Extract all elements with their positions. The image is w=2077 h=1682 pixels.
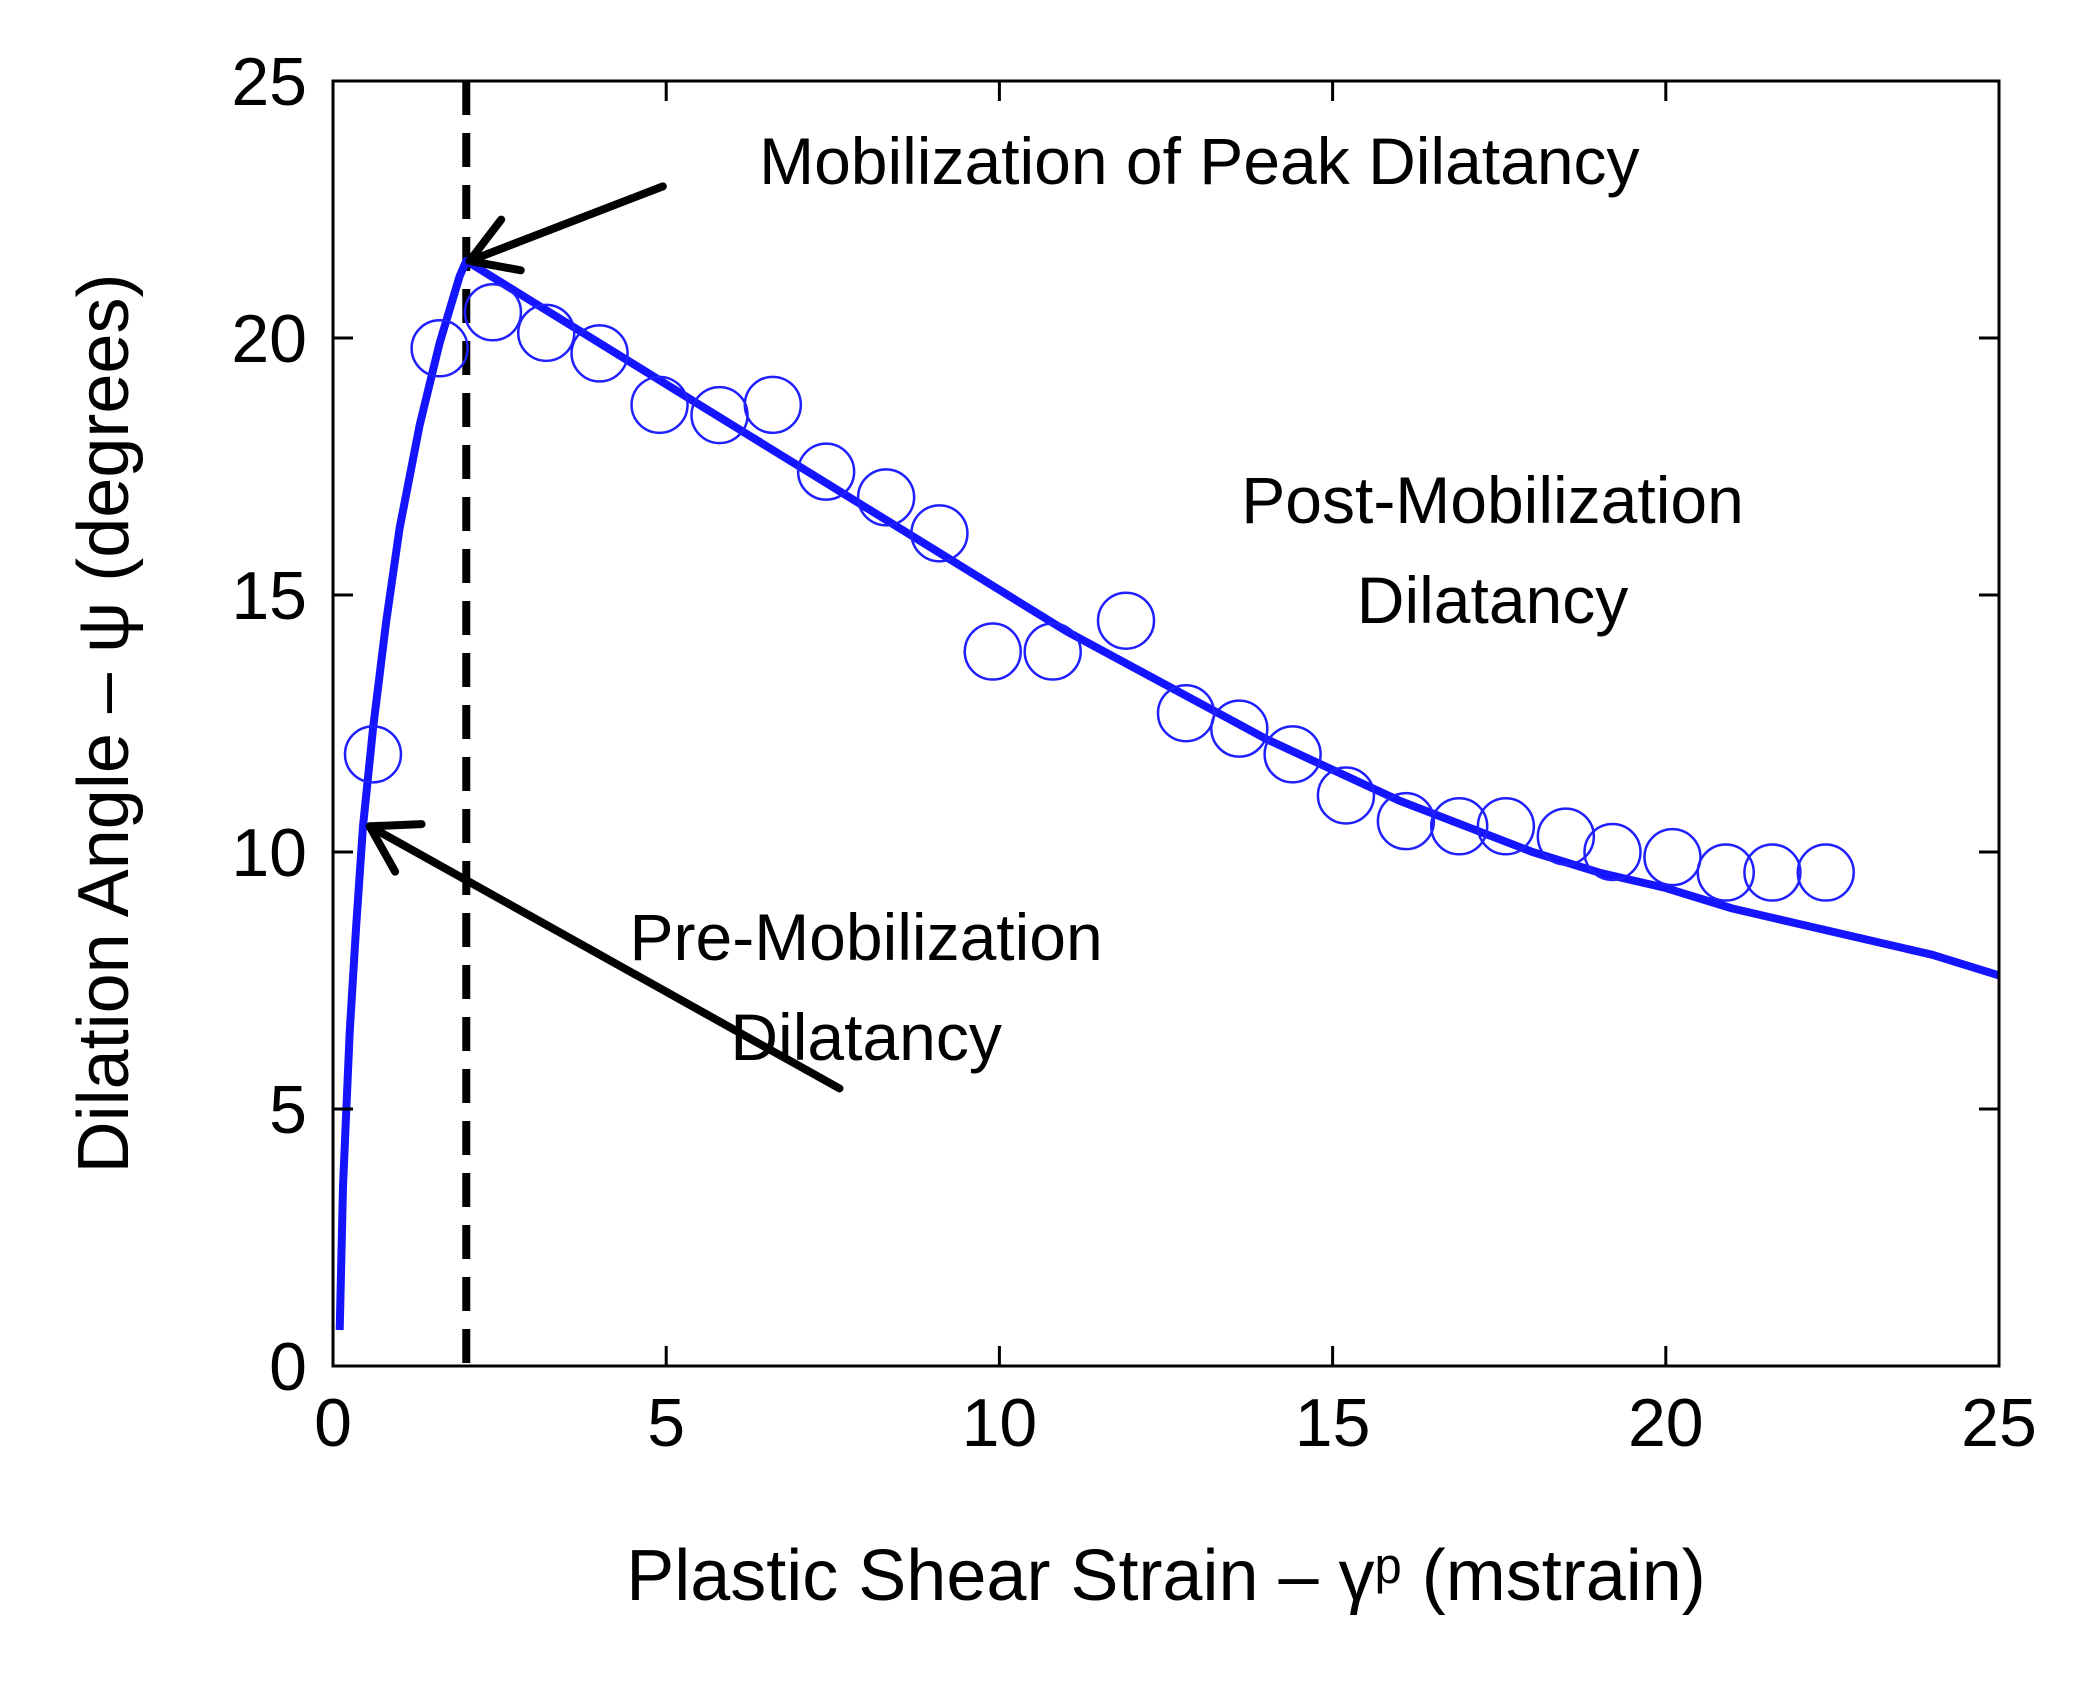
y-tick-label: 5 — [269, 1072, 307, 1148]
y-axis-label: Dilation Angle – ψ (degrees) — [64, 274, 144, 1174]
measured-data-point — [1696, 843, 1756, 902]
peak-annotation-arrow — [465, 182, 667, 275]
measured-data-point — [856, 468, 916, 527]
x-tick-label: 20 — [1628, 1385, 1704, 1461]
measured-data-point — [630, 375, 689, 435]
y-tick-label: 15 — [231, 558, 307, 634]
pre-mobilization-arrow-shaft — [365, 822, 844, 1093]
x-tick-label: 25 — [1961, 1385, 2037, 1461]
measured-data-point — [570, 324, 629, 383]
post-mobilization-label-line: Dilatancy — [1357, 563, 1628, 637]
x-axis-label: Plastic Shear Strain – γᵖ (mstrain) — [626, 1536, 1706, 1616]
pre-mobilization-arrow-head — [365, 820, 426, 876]
measured-data-point — [1156, 683, 1216, 743]
measured-data-point — [1429, 797, 1489, 856]
pre-mobilization-label-line: Dilatancy — [730, 1000, 1001, 1074]
measured-data-point — [516, 303, 576, 363]
measured-data-point — [1316, 766, 1376, 825]
measured-data-point — [963, 622, 1022, 681]
measured-data-point — [1796, 843, 1855, 902]
x-tick-label: 10 — [962, 1385, 1038, 1461]
plot-frame — [331, 79, 2001, 1368]
pre-mobilization-arrow — [365, 820, 844, 1093]
measured-data-point — [1476, 797, 1536, 856]
measured-data-point — [1023, 622, 1082, 681]
measured-data-point — [343, 725, 403, 784]
x-tick-label: 0 — [314, 1385, 352, 1461]
measured-data-point — [463, 283, 523, 342]
y-tick-label: 25 — [231, 44, 307, 120]
peak-annotation-arrow-shaft — [465, 182, 667, 265]
measured-data-point — [910, 504, 969, 563]
measured-data-point — [410, 319, 469, 378]
measured-data-point — [1536, 807, 1596, 866]
peak-annotation-arrow-head — [465, 215, 525, 275]
x-tick-label: 15 — [1295, 1385, 1371, 1461]
measured-data-point — [1376, 791, 1436, 851]
measured-data-point — [1583, 822, 1642, 882]
measured-data-point — [1210, 699, 1269, 758]
model-fit-line — [335, 256, 1999, 1331]
measured-data-point — [1263, 725, 1322, 784]
y-tick-label: 0 — [269, 1329, 307, 1405]
y-tick-label: 20 — [231, 301, 307, 377]
measured-data-point — [743, 375, 803, 435]
x-tick-label: 5 — [647, 1385, 685, 1461]
peak-annotation-text: Mobilization of Peak Dilatancy — [759, 124, 1639, 198]
measured-data-point — [1743, 843, 1802, 902]
measured-data-point — [796, 442, 856, 501]
y-tick-label: 10 — [231, 815, 307, 891]
measured-data-point — [1096, 591, 1156, 650]
pre-mobilization-label-line: Pre-Mobilization — [630, 900, 1103, 974]
post-mobilization-label-line: Post-Mobilization — [1241, 463, 1744, 537]
measured-data-point — [1643, 827, 1702, 887]
